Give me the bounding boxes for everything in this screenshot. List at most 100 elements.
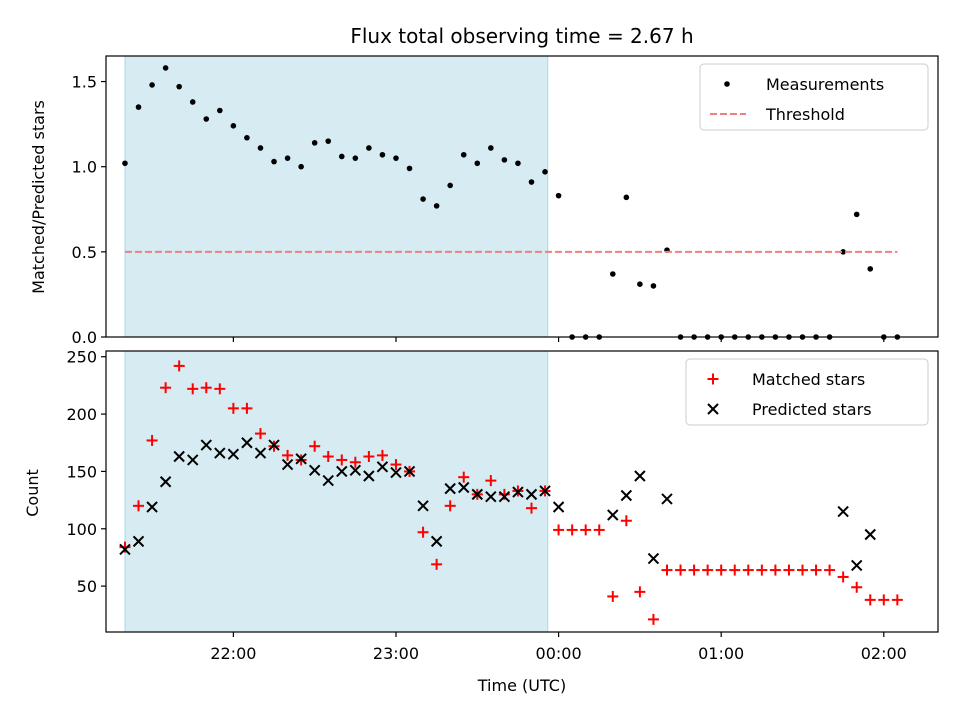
data-point (338, 153, 345, 160)
marker-stroke (281, 458, 294, 471)
data-point (891, 594, 903, 606)
marker-stroke (707, 403, 719, 415)
data-point (322, 451, 334, 463)
marker-stroke (552, 501, 565, 513)
marker-stroke (539, 485, 551, 497)
data-point (580, 524, 592, 536)
legend-swatch (724, 81, 730, 87)
data-point (650, 283, 657, 289)
series-predicted-stars (119, 437, 876, 572)
y-tick-label: 1.5 (72, 73, 97, 92)
data-point (214, 383, 226, 395)
data-point (119, 543, 131, 556)
data-point (162, 65, 169, 71)
data-point (268, 439, 280, 451)
data-point (607, 590, 619, 602)
y-tick-label: 200 (66, 405, 97, 424)
data-point (810, 564, 822, 576)
data-point (620, 489, 633, 502)
data-point (336, 454, 348, 466)
series-measurements (122, 65, 901, 340)
legend-label: Measurements (766, 75, 884, 94)
data-point (501, 157, 508, 163)
data-point (742, 564, 754, 576)
data-point (309, 440, 321, 452)
data-point (458, 471, 470, 483)
data-point (122, 160, 128, 167)
data-point (864, 594, 876, 606)
y-tick-label: 250 (66, 348, 97, 367)
data-point (308, 464, 321, 476)
data-point (135, 104, 142, 110)
marker-stroke (241, 437, 253, 449)
data-point (878, 594, 890, 606)
data-point (241, 402, 253, 414)
y-tick-label: 0.0 (72, 328, 97, 347)
data-point (796, 564, 808, 576)
data-point (444, 482, 456, 495)
data-point (241, 437, 253, 449)
marker-stroke (308, 464, 321, 476)
marker-stroke (390, 466, 402, 479)
data-point (647, 552, 660, 565)
data-point (553, 524, 565, 536)
data-point (366, 145, 372, 151)
data-point (485, 475, 497, 487)
data-point (257, 145, 264, 151)
y-tick-label: 100 (66, 520, 97, 539)
y-tick-label: 50 (77, 577, 97, 596)
data-point (471, 488, 483, 501)
marker-stroke (634, 470, 646, 482)
data-point (498, 490, 511, 503)
marker-stroke (525, 488, 538, 501)
data-point (187, 383, 199, 395)
y-tick-label: 150 (66, 462, 97, 481)
legend-swatch (707, 373, 719, 385)
data-point (417, 526, 429, 538)
observing-window-span (124, 351, 548, 632)
data-point (189, 99, 196, 105)
data-point (173, 360, 185, 372)
marker-stroke (363, 470, 375, 482)
data-point (525, 488, 538, 501)
data-point (311, 140, 318, 146)
data-point (715, 564, 727, 576)
data-point (282, 449, 294, 461)
data-point (132, 535, 145, 548)
data-point (376, 461, 389, 473)
data-point (515, 160, 521, 167)
data-point (555, 192, 562, 199)
data-point (593, 524, 605, 536)
data-point (146, 501, 158, 513)
data-point (433, 203, 440, 209)
data-point (254, 447, 267, 459)
marker-stroke (119, 543, 131, 556)
legend: Measurements Threshold (699, 63, 929, 131)
marker-stroke (430, 535, 443, 548)
data-point (552, 501, 565, 513)
data-point (840, 249, 846, 255)
data-point (244, 134, 250, 141)
data-point (539, 485, 551, 497)
marker-stroke (661, 493, 673, 505)
marker-stroke (187, 454, 199, 466)
data-point (325, 138, 332, 144)
y-tick-label: 1.0 (72, 158, 97, 177)
marker-stroke (214, 447, 226, 459)
legend-swatch (707, 403, 719, 415)
x-axis-label-time: Time (UTC) (477, 676, 566, 695)
data-point (393, 155, 399, 161)
data-point (227, 448, 240, 460)
data-point (284, 155, 291, 161)
data-point (647, 613, 659, 625)
data-point (837, 505, 849, 518)
data-point (254, 428, 266, 440)
legend-label: Matched stars (752, 370, 865, 389)
data-point (485, 490, 497, 503)
marker-stroke (349, 464, 362, 476)
data-point (160, 382, 172, 394)
y-tick-label: 0.5 (72, 243, 97, 262)
x-tick-label: 22:00 (210, 644, 256, 663)
data-point (867, 266, 874, 272)
marker-stroke (620, 489, 633, 502)
